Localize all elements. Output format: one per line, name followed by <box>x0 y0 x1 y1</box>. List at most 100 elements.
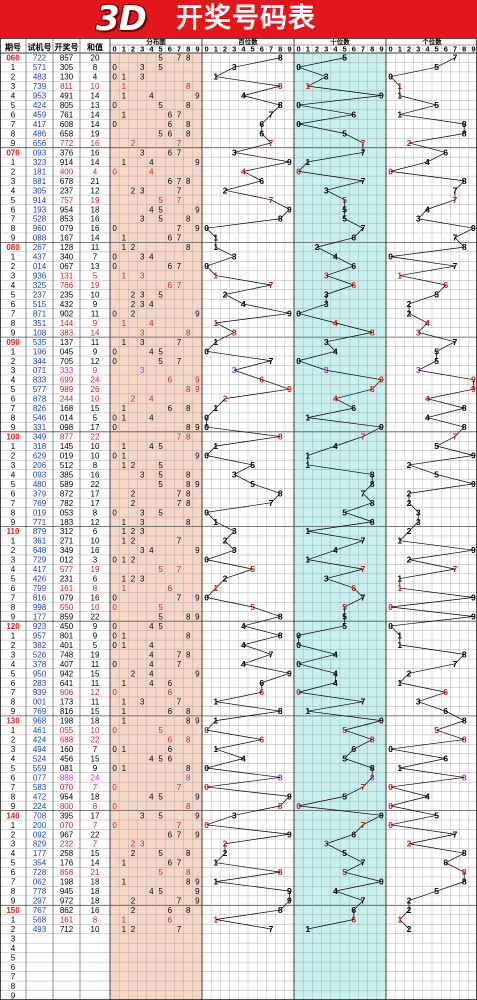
draw-number-cell: 608 <box>60 120 74 129</box>
test-number-cell: 092 <box>33 830 47 839</box>
test-number-cell: 957 <box>33 631 47 640</box>
trend-line <box>298 161 309 172</box>
test-number-cell: 528 <box>33 215 47 224</box>
distribution-digit: 6 <box>168 679 173 688</box>
trend-digit: 2 <box>223 394 228 404</box>
sum-cell: 13 <box>91 262 100 271</box>
distribution-digit: 1 <box>122 404 127 413</box>
distribution-digit: 5 <box>158 603 163 612</box>
trend-line <box>234 142 272 153</box>
trend-line <box>390 256 456 267</box>
trend-line <box>224 294 244 305</box>
sum-cell: 9 <box>93 319 98 328</box>
header-digit-8: 8 <box>370 45 374 54</box>
distribution-digit: 6 <box>168 177 173 186</box>
header-digit-1: 1 <box>306 45 310 54</box>
trend-line <box>408 833 456 845</box>
trend-line <box>326 284 354 295</box>
draw-number-cell: 383 <box>60 328 74 337</box>
test-number-cell: 237 <box>33 290 47 299</box>
header-digit-5: 5 <box>251 45 255 54</box>
trend-line <box>344 871 382 882</box>
test-number-cell: 816 <box>33 594 47 603</box>
trend-digit: 8 <box>370 327 375 337</box>
period-cell: 9 <box>11 328 16 337</box>
period-cell: 090 <box>6 338 20 347</box>
trend-line <box>408 294 437 305</box>
trend-line <box>298 171 364 182</box>
distribution-digit: 7 <box>177 196 182 205</box>
trend-digit: 6 <box>351 280 356 290</box>
header-digit-3: 3 <box>140 45 144 54</box>
trend-digit: 6 <box>443 687 448 697</box>
header-digit-5: 5 <box>435 45 439 54</box>
draw-number-cell: 456 <box>60 755 74 764</box>
trend-line <box>252 483 281 494</box>
trend-line <box>408 313 428 324</box>
period-cell: 9 <box>11 518 16 527</box>
trend-line <box>224 568 253 579</box>
distribution-digit: 6 <box>168 584 173 593</box>
trend-line <box>206 350 272 362</box>
trend-digit: 2 <box>407 668 412 678</box>
draw-number-cell: 699 <box>60 376 74 385</box>
trend-line <box>298 313 336 324</box>
period-cell: 2 <box>11 546 16 555</box>
test-number-cell: 936 <box>33 272 47 281</box>
trend-line <box>335 890 364 901</box>
distribution-digit: 3 <box>140 508 145 517</box>
trend-line <box>408 843 465 854</box>
trend-line <box>215 748 244 759</box>
trend-line <box>243 161 290 172</box>
test-number-cell: 968 <box>33 717 47 726</box>
distribution-digit: 6 <box>168 830 173 839</box>
distribution-digit: 3 <box>140 338 145 347</box>
period-cell: 070 <box>6 148 20 157</box>
distribution-digit: 8 <box>186 773 191 782</box>
period-cell: 2 <box>11 736 16 745</box>
trend-digit: 8 <box>370 735 375 745</box>
distribution-digit: 5 <box>158 63 163 72</box>
period-cell: 9 <box>11 802 16 811</box>
header-digit-1: 1 <box>122 45 126 54</box>
distribution-digit: 7 <box>177 139 182 148</box>
period-cell: 7 <box>11 309 16 318</box>
draw-number-cell: 312 <box>60 527 74 536</box>
trend-line <box>326 180 364 191</box>
distribution-digit: 1 <box>122 527 127 536</box>
distribution-digit: 0 <box>112 556 117 565</box>
trend-digit: 8 <box>462 242 467 252</box>
distribution-digit: 4 <box>149 669 154 678</box>
trend-line <box>390 625 401 636</box>
trend-line <box>270 199 290 210</box>
period-cell: 6 <box>11 300 16 309</box>
trend-line <box>215 909 281 920</box>
test-number-cell: 939 <box>33 688 47 697</box>
draw-number-cell: 128 <box>60 243 74 252</box>
distribution-digit: 8 <box>186 177 191 186</box>
sum-cell: 3 <box>93 556 98 565</box>
sum-cell: 15 <box>91 707 100 716</box>
test-number-cell: 656 <box>33 139 47 148</box>
distribution-digit: 8 <box>186 215 191 224</box>
trend-line <box>353 824 364 835</box>
period-cell: 6 <box>11 773 16 782</box>
trend-line <box>326 275 354 286</box>
sum-cell: 18 <box>91 878 100 887</box>
sum-cell: 10 <box>91 726 100 735</box>
distribution-digit: 0 <box>112 451 117 460</box>
distribution-digit: 0 <box>112 641 117 650</box>
test-number-cell: 344 <box>33 357 47 366</box>
period-cell: 8 <box>11 319 16 328</box>
3d-logo: 3D <box>96 0 147 39</box>
test-number-cell: 524 <box>33 755 47 764</box>
header-sum: 和值 <box>87 42 103 52</box>
trend-digit: 9 <box>379 422 384 432</box>
trend-digit: 3 <box>324 299 329 309</box>
period-cell: 110 <box>7 527 20 536</box>
trend-digit: 8 <box>278 53 283 63</box>
trend-line <box>215 739 262 750</box>
trend-line <box>335 398 354 409</box>
draw-number-cell: 766 <box>60 281 74 290</box>
